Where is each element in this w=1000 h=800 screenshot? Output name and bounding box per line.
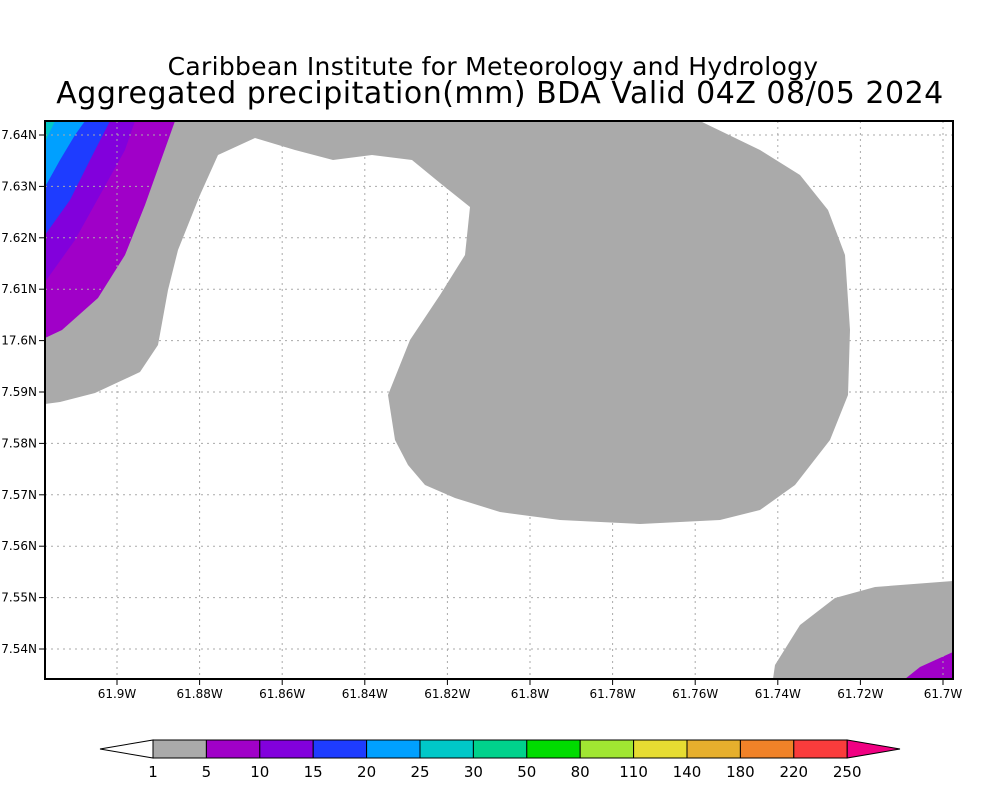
precip-area-se-5-10mm: [905, 652, 953, 679]
x-tick-label: 61.9W: [98, 687, 137, 701]
map-title: Aggregated precipitation(mm) BDA Valid 0…: [56, 76, 944, 111]
institute-title: Caribbean Institute for Meteorology and …: [167, 52, 819, 81]
colorbar-label: 15: [304, 763, 323, 781]
colorbar-swatch: [526, 739, 581, 759]
colorbar-label: 1: [148, 763, 158, 781]
colorbar-label: 30: [464, 763, 483, 781]
colorbar-label: 220: [779, 763, 808, 781]
y-tick-label: 7.54N: [1, 642, 37, 656]
precip-area-se-1-5mm: [773, 581, 953, 679]
precip-area-1-5mm: [45, 121, 850, 524]
y-tick-label: 7.59N: [1, 385, 37, 399]
colorbar-swatch: [633, 739, 688, 759]
x-tick-label: 61.88W: [176, 687, 222, 701]
colorbar-label: 50: [517, 763, 536, 781]
colorbar-label: 140: [673, 763, 702, 781]
y-axis: 7.64N 7.63N 7.62N 7.61N 17.6N 7.59N 7.58N 7.57N…: [1, 128, 45, 656]
x-tick-label: 61.74W: [755, 687, 801, 701]
y-tick-label: 7.62N: [1, 231, 37, 245]
colorbar-swatch: [259, 739, 314, 759]
y-tick-label: 7.57N: [1, 488, 37, 502]
x-tick-label: 61.82W: [424, 687, 470, 701]
colorbar-swatch: [472, 739, 528, 759]
x-axis: 61.9W 61.88W 61.86W 61.84W 61.82W 61.8W 61.78W…: [98, 679, 963, 701]
colorbar-swatch: [579, 739, 635, 759]
colorbar-label: 5: [202, 763, 212, 781]
colorbar-label: 20: [357, 763, 376, 781]
colorbar: 1 5 10 15 20 25 30 50 80 110 140 180 220 250: [99, 739, 901, 781]
x-tick-label: 61.7W: [924, 687, 963, 701]
colorbar-swatch: [686, 739, 741, 759]
colorbar-label: 10: [250, 763, 269, 781]
colorbar-label: 110: [619, 763, 648, 781]
x-tick-label: 61.72W: [837, 687, 883, 701]
y-tick-label: 17.6N: [1, 334, 37, 348]
colorbar-under-arrow: [99, 739, 154, 759]
y-tick-label: 7.56N: [1, 539, 37, 553]
x-tick-label: 61.78W: [589, 687, 635, 701]
y-tick-label: 7.55N: [1, 591, 37, 605]
y-tick-label: 7.61N: [1, 282, 37, 296]
x-tick-label: 61.86W: [259, 687, 305, 701]
x-tick-label: 61.84W: [342, 687, 388, 701]
x-tick-label: 61.8W: [511, 687, 550, 701]
grid-lines: [45, 121, 953, 679]
colorbar-label: 80: [571, 763, 590, 781]
y-tick-label: 7.64N: [1, 128, 37, 142]
y-tick-label: 7.63N: [1, 179, 37, 193]
colorbar-swatch: [793, 739, 848, 759]
colorbar-over-arrow: [846, 739, 901, 759]
x-tick-label: 61.76W: [672, 687, 718, 701]
colorbar-swatch: [205, 739, 261, 759]
precip-area-25-30mm: [45, 121, 55, 142]
plot-frame: [44, 120, 954, 680]
plot-area: [45, 121, 953, 679]
y-tick-label: 7.58N: [1, 436, 37, 450]
colorbar-swatch: [739, 739, 795, 759]
colorbar-label: 250: [833, 763, 862, 781]
colorbar-label: 25: [410, 763, 429, 781]
precip-area-20-25mm: [45, 121, 85, 187]
colorbar-swatch: [152, 739, 207, 759]
colorbar-swatch: [419, 739, 474, 759]
colorbar-swatch: [366, 739, 421, 759]
colorbar-swatch: [312, 739, 368, 759]
colorbar-label: 180: [726, 763, 755, 781]
